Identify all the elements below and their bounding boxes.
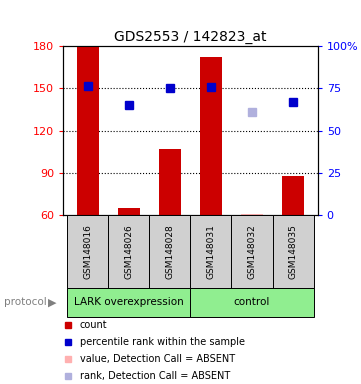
Bar bbox=[191, 215, 231, 288]
Bar bbox=[191, 288, 314, 317]
Text: rank, Detection Call = ABSENT: rank, Detection Call = ABSENT bbox=[80, 371, 230, 381]
Bar bbox=[158, 149, 181, 215]
Bar bbox=[273, 215, 314, 288]
Title: GDS2553 / 142823_at: GDS2553 / 142823_at bbox=[114, 30, 267, 44]
Text: value, Detection Call = ABSENT: value, Detection Call = ABSENT bbox=[80, 354, 235, 364]
Text: GSM148032: GSM148032 bbox=[248, 224, 257, 279]
Text: control: control bbox=[234, 297, 270, 308]
Text: percentile rank within the sample: percentile rank within the sample bbox=[80, 337, 245, 347]
Bar bbox=[149, 215, 191, 288]
Bar bbox=[118, 208, 140, 215]
Text: GSM148028: GSM148028 bbox=[165, 224, 174, 279]
Text: count: count bbox=[80, 320, 107, 330]
Bar bbox=[231, 215, 273, 288]
Bar bbox=[282, 175, 304, 215]
Text: GSM148035: GSM148035 bbox=[288, 224, 297, 279]
Bar bbox=[241, 214, 263, 215]
Text: GSM148016: GSM148016 bbox=[83, 224, 92, 279]
Bar bbox=[200, 57, 222, 215]
Bar bbox=[67, 288, 191, 317]
Text: GSM148031: GSM148031 bbox=[206, 224, 216, 279]
Text: GSM148026: GSM148026 bbox=[124, 224, 133, 279]
Text: ▶: ▶ bbox=[48, 297, 57, 308]
Text: protocol: protocol bbox=[4, 297, 46, 308]
Bar bbox=[77, 46, 99, 215]
Bar bbox=[67, 215, 108, 288]
Text: LARK overexpression: LARK overexpression bbox=[74, 297, 184, 308]
Bar bbox=[108, 215, 149, 288]
